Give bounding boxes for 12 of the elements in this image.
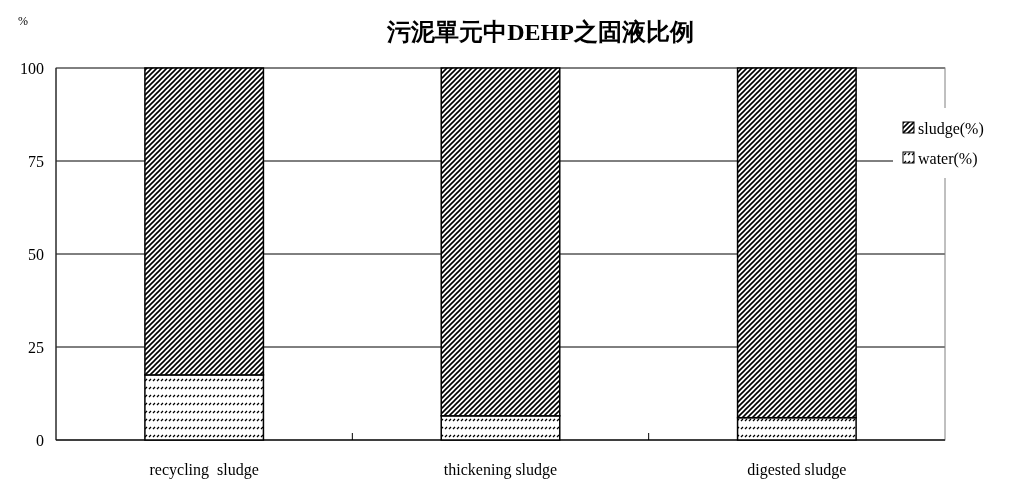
legend-label: water(%)	[918, 149, 978, 168]
legend-label: sludge(%)	[918, 119, 984, 138]
y-tick-label: 100	[20, 59, 44, 77]
chart-title: 污泥單元中DEHP之固液比例	[386, 19, 694, 45]
y-tick-label: 50	[28, 245, 44, 263]
y-tick-label: 0	[36, 431, 44, 449]
y-tick-label: 25	[28, 338, 44, 356]
y-axis-title: %	[18, 14, 28, 28]
x-tick-label: recycling sludge	[149, 461, 259, 479]
x-tick-label: digested sludge	[747, 461, 847, 479]
y-tick-label: 75	[28, 152, 44, 170]
x-tick-label: thickening sludge	[443, 461, 558, 479]
